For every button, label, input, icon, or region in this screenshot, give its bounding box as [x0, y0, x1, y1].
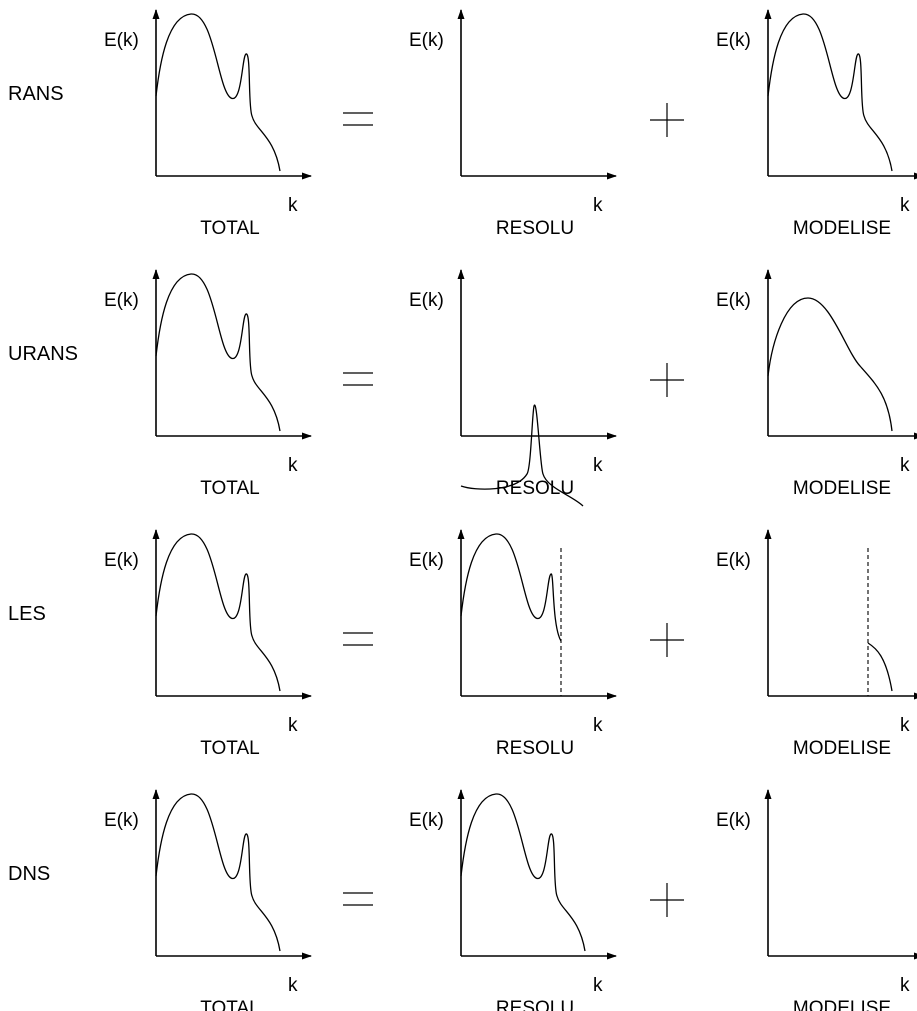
panel-modelise: E(k) k MODELISE [716, 9, 917, 239]
equals-sign [343, 112, 373, 126]
panel-caption: MODELISE [793, 998, 891, 1011]
panel-caption: MODELISE [793, 218, 891, 239]
panel-resolu: E(k) k RESOLU [409, 789, 617, 1011]
row-dns: DNS E(k) k TOTAL E(k) k RESOLU E(k) k MODELISE [8, 789, 917, 1011]
row-label: RANS [8, 83, 64, 105]
spectrum-curve-full [155, 533, 281, 692]
y-axis-label: E(k) [716, 290, 751, 311]
row-label: DNS [8, 863, 50, 885]
panel-modelise: E(k) k MODELISE [716, 529, 917, 759]
panel-caption: TOTAL [200, 738, 259, 759]
axes [764, 529, 917, 700]
axes [152, 269, 312, 440]
panel-caption: MODELISE [793, 478, 891, 499]
panel-total: E(k) k TOTAL [104, 269, 312, 499]
plus-sign [650, 103, 684, 137]
row-urans: URANS E(k) k TOTAL E(k) k RESOLU E(k) k MODELISE [8, 269, 917, 507]
x-axis-label: k [288, 715, 298, 736]
x-axis-label: k [900, 975, 910, 996]
axes [764, 789, 917, 960]
x-axis-label: k [900, 195, 910, 216]
panel-total: E(k) k TOTAL [104, 529, 312, 759]
plus-sign [650, 363, 684, 397]
spectrum-curve-smooth [767, 297, 893, 432]
axes [457, 269, 617, 440]
spectrum-curve-full [155, 273, 281, 432]
y-axis-label: E(k) [104, 810, 139, 831]
spectrum-curve-peak [460, 404, 584, 507]
y-axis-label: E(k) [104, 550, 139, 571]
x-axis-label: k [593, 455, 603, 476]
x-axis-label: k [593, 715, 603, 736]
panel-total: E(k) k TOTAL [104, 789, 312, 1011]
x-axis-label: k [288, 455, 298, 476]
spectrum-curve-full [767, 13, 893, 172]
y-axis-label: E(k) [716, 810, 751, 831]
x-axis-label: k [288, 975, 298, 996]
panel-caption: TOTAL [200, 478, 259, 499]
panel-caption: RESOLU [496, 218, 574, 239]
panel-resolu: E(k) k RESOLU [409, 269, 617, 507]
y-axis-label: E(k) [716, 550, 751, 571]
row-label: LES [8, 603, 46, 625]
spectrum-curve-full [460, 793, 586, 952]
panel-caption: RESOLU [496, 738, 574, 759]
equals-sign [343, 892, 373, 906]
y-axis-label: E(k) [104, 30, 139, 51]
axes [457, 9, 617, 180]
axes [152, 529, 312, 700]
spectrum-curve-resolved-part [460, 533, 562, 642]
y-axis-label: E(k) [104, 290, 139, 311]
panel-caption: MODELISE [793, 738, 891, 759]
panel-resolu: E(k) k RESOLU [409, 529, 617, 759]
axes [152, 789, 312, 960]
plus-sign [650, 883, 684, 917]
panel-caption: RESOLU [496, 998, 574, 1011]
y-axis-label: E(k) [716, 30, 751, 51]
row-les: LES E(k) k TOTAL E(k) k RESOLU E(k) k MODELISE [8, 529, 917, 759]
y-axis-label: E(k) [409, 290, 444, 311]
axes [152, 9, 312, 180]
spectrum-curve-full [155, 13, 281, 172]
axes [764, 9, 917, 180]
panel-caption: TOTAL [200, 998, 259, 1011]
panel-caption: RESOLU [496, 478, 574, 499]
axes [457, 789, 617, 960]
x-axis-label: k [593, 195, 603, 216]
x-axis-label: k [288, 195, 298, 216]
equals-sign [343, 372, 373, 386]
y-axis-label: E(k) [409, 550, 444, 571]
spectrum-curve-full [155, 793, 281, 952]
panel-total: E(k) k TOTAL [104, 9, 312, 239]
y-axis-label: E(k) [409, 810, 444, 831]
panel-resolu: E(k) k RESOLU [409, 9, 617, 239]
row-label: URANS [8, 343, 78, 365]
spectrum-curve-tail [867, 642, 893, 692]
panel-modelise: E(k) k MODELISE [716, 789, 917, 1011]
x-axis-label: k [900, 455, 910, 476]
axes [764, 269, 917, 440]
axes [457, 529, 617, 700]
panel-caption: TOTAL [200, 218, 259, 239]
plus-sign [650, 623, 684, 657]
x-axis-label: k [593, 975, 603, 996]
row-rans: RANS E(k) k TOTAL E(k) k RESOLU E(k) k MODELISE [8, 9, 917, 239]
x-axis-label: k [900, 715, 910, 736]
y-axis-label: E(k) [409, 30, 444, 51]
panel-modelise: E(k) k MODELISE [716, 269, 917, 499]
equals-sign [343, 632, 373, 646]
